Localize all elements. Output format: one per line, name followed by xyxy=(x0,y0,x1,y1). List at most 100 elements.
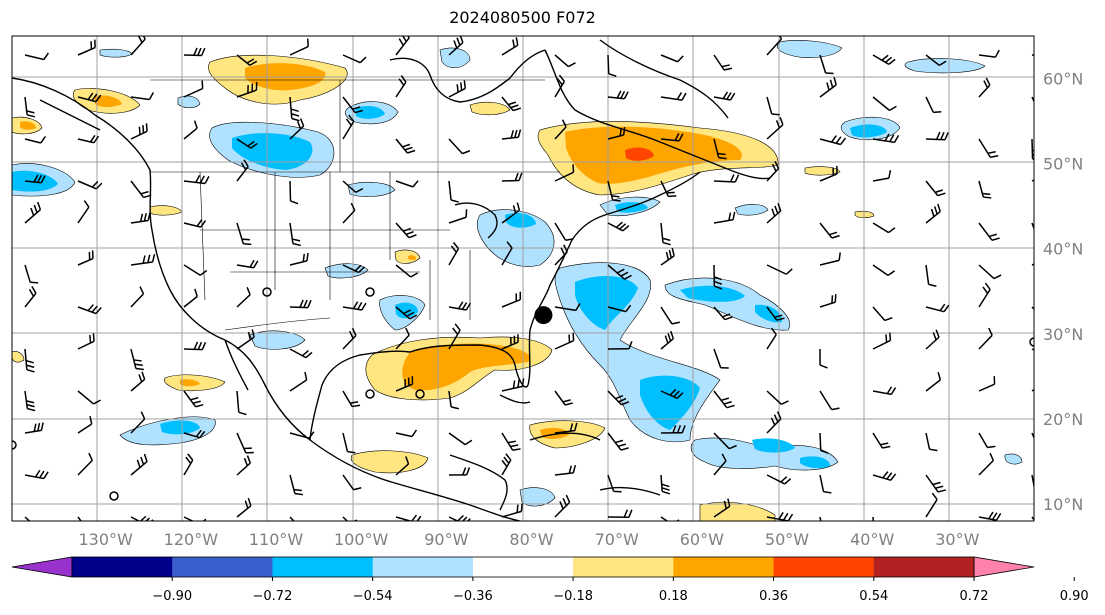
lon-label: 100°W xyxy=(334,530,389,549)
lat-label: 50°N xyxy=(1043,155,1083,174)
wind-barb xyxy=(872,222,896,234)
colorbar-segment xyxy=(773,557,875,577)
wind-barb xyxy=(342,114,355,140)
wind-barb xyxy=(289,371,308,392)
wind-barb xyxy=(872,306,893,322)
wind-barb xyxy=(1031,54,1034,56)
wind-barb xyxy=(130,180,152,199)
lon-label: 130°W xyxy=(79,530,134,549)
wind-barb xyxy=(448,467,471,476)
wind-barb xyxy=(342,180,364,193)
wind-barb xyxy=(660,388,684,399)
wind-barb xyxy=(448,80,466,98)
wind-barb xyxy=(713,174,740,183)
wind-barb xyxy=(554,422,578,434)
wind-barb xyxy=(130,92,154,101)
wind-barb xyxy=(183,120,198,140)
wind-barb xyxy=(395,306,418,320)
wind-barb xyxy=(607,341,633,350)
lon-label: 60°W xyxy=(680,530,724,549)
wind-barb xyxy=(1031,306,1034,311)
wind-barb xyxy=(554,54,576,68)
colorbar-label: 0.90 xyxy=(1060,589,1089,604)
wind-barb xyxy=(342,264,365,274)
colorbar-frame xyxy=(71,556,975,578)
wind-barb xyxy=(395,456,410,476)
wind-barb xyxy=(819,432,829,454)
wind-barb xyxy=(607,221,630,232)
colorbar-segment xyxy=(11,556,73,578)
wind-barb xyxy=(130,348,144,371)
wind-barb xyxy=(236,138,258,149)
wind-barbs xyxy=(24,36,1034,521)
wind-barb xyxy=(978,222,1000,241)
lon-label: 40°W xyxy=(850,530,894,549)
wind-barb xyxy=(554,74,566,98)
colorbar-label: 0.36 xyxy=(759,589,788,604)
wind-barb xyxy=(130,123,148,140)
wind-barb xyxy=(607,304,632,313)
wind-barb xyxy=(872,332,892,350)
wind-barb xyxy=(501,503,523,518)
wind-barb xyxy=(77,415,93,434)
wind-barb xyxy=(395,180,419,188)
wind-barb xyxy=(766,474,792,485)
wind-barb xyxy=(607,474,622,493)
wind-barb xyxy=(713,348,729,369)
wind-barb xyxy=(236,329,255,350)
wind-barb xyxy=(236,159,249,182)
colorbar-label: 0.54 xyxy=(859,589,888,604)
wind-barb xyxy=(77,39,96,56)
colorbar-label: −0.54 xyxy=(353,589,393,604)
wind-barb xyxy=(978,282,991,308)
colorbar-label: 0.18 xyxy=(659,589,688,604)
wind-barb xyxy=(819,474,832,494)
wind-barb xyxy=(819,390,840,411)
wind-barb xyxy=(978,138,999,158)
wind-barb xyxy=(872,471,897,481)
wind-barb xyxy=(501,202,521,224)
wind-barb xyxy=(660,247,675,266)
wind-barb xyxy=(819,348,828,369)
wind-barb xyxy=(130,286,145,308)
wind-barb xyxy=(872,133,900,144)
wind-barb xyxy=(554,464,577,476)
wind-barb xyxy=(713,211,736,224)
wind-barb xyxy=(925,303,950,313)
lon-label: 50°W xyxy=(765,530,809,549)
wind-barb xyxy=(24,136,47,144)
wind-barb xyxy=(77,390,101,405)
wind-barb xyxy=(713,54,733,71)
lon-label: 80°W xyxy=(509,530,553,549)
wind-barb xyxy=(607,432,629,451)
location-marker xyxy=(534,306,553,325)
wind-barb xyxy=(342,432,356,454)
wind-barb xyxy=(77,250,94,266)
wind-barb xyxy=(24,469,49,480)
wind-barb xyxy=(713,264,723,290)
wind-barb xyxy=(77,452,93,476)
wind-barb xyxy=(766,203,782,224)
wind-barb xyxy=(395,327,410,350)
wind-barb xyxy=(978,327,993,350)
colorbar-label: −0.36 xyxy=(453,589,493,604)
wind-barb xyxy=(501,378,525,392)
wind-barb xyxy=(501,334,519,350)
wind-barb xyxy=(501,129,522,140)
wind-barb xyxy=(872,170,892,182)
wind-barb xyxy=(766,264,793,275)
lat-label: 20°N xyxy=(1043,410,1083,429)
wind-barb xyxy=(607,390,630,406)
wind-barb xyxy=(554,244,568,266)
wind-barb xyxy=(607,90,629,100)
wind-barb xyxy=(1031,348,1034,351)
wind-barb xyxy=(925,96,942,114)
lat-label: 30°N xyxy=(1043,325,1083,344)
wind-barb xyxy=(660,330,675,350)
wind-barb xyxy=(766,96,780,116)
anomaly-shading xyxy=(12,40,1023,521)
wind-barb xyxy=(183,341,207,351)
wind-barb xyxy=(236,390,247,416)
wind-barb xyxy=(819,252,841,266)
wind-barb xyxy=(554,164,575,182)
